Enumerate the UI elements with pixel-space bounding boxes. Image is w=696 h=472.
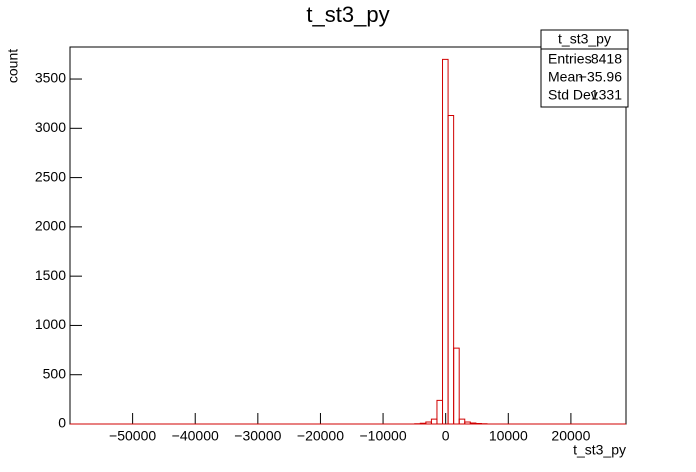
- y-tick-label: 500: [43, 365, 67, 381]
- x-axis-label: t_st3_py: [573, 442, 626, 458]
- y-tick-label: 1500: [35, 267, 66, 283]
- stats-value: −35.96: [579, 69, 622, 85]
- x-tick-label: −10000: [360, 428, 407, 444]
- x-tick-label: 20000: [551, 428, 590, 444]
- y-tick-label: 3000: [35, 119, 66, 135]
- bar: [453, 347, 460, 424]
- stats-label: Mean: [548, 69, 583, 85]
- stats-title: t_st3_py: [558, 31, 611, 47]
- stats-label: Std Dev: [548, 87, 598, 103]
- y-axis-label: count: [5, 49, 21, 83]
- bar: [447, 115, 455, 424]
- y-tick-label: 2500: [35, 168, 66, 184]
- x-tick-label: −20000: [297, 428, 344, 444]
- x-tick-label: −30000: [234, 428, 281, 444]
- stats-frame: [540, 29, 629, 108]
- y-tick-label: 0: [58, 415, 66, 431]
- stats-value: 8418: [591, 51, 622, 67]
- stats-box: t_st3_py: [540, 29, 629, 108]
- stats-label: Entries: [548, 51, 592, 67]
- chart-title: t_st3_py: [306, 2, 389, 27]
- x-tick-label: 0: [442, 428, 450, 444]
- y-tick-label: 3500: [35, 70, 66, 86]
- x-tick-label: −40000: [172, 428, 219, 444]
- x-tick-label: −50000: [109, 428, 156, 444]
- y-tick-label: 2000: [35, 218, 66, 234]
- y-tick-label: 1000: [35, 316, 66, 332]
- x-tick-label: 10000: [489, 428, 528, 444]
- stats-value: 1331: [591, 87, 622, 103]
